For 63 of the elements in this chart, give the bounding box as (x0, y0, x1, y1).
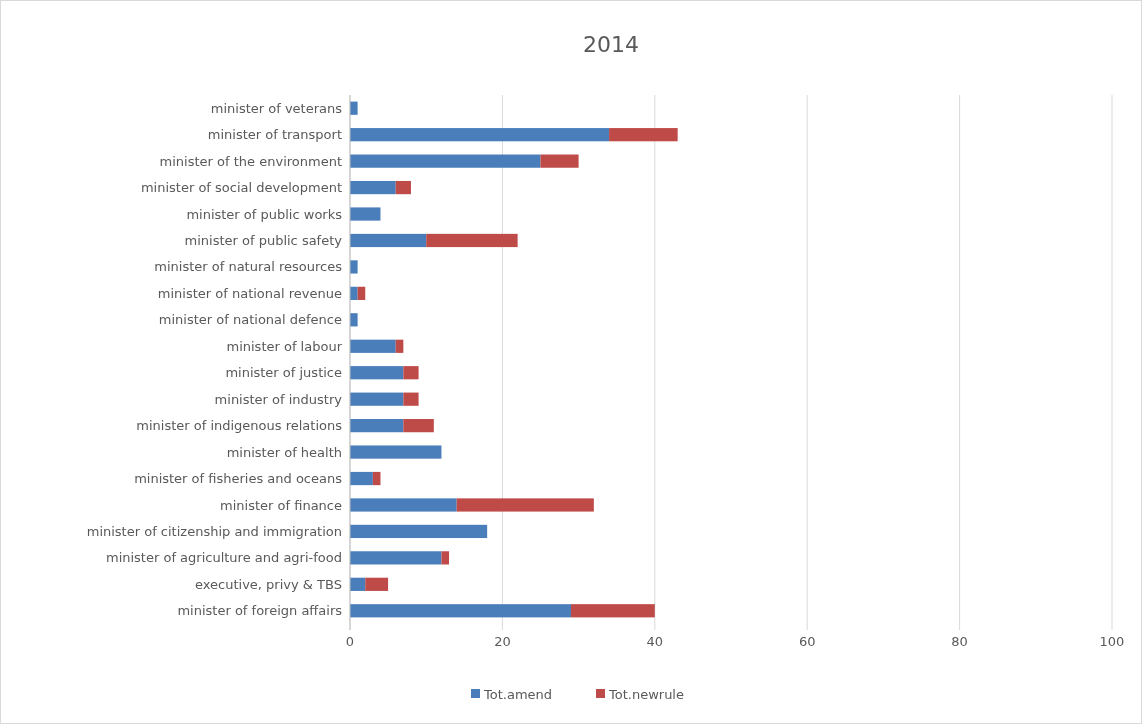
bar (350, 180, 396, 195)
y-tick-label: minister of veterans (210, 100, 343, 116)
bar (426, 233, 518, 248)
bar (365, 577, 389, 591)
bar (350, 498, 457, 512)
bar (350, 128, 610, 142)
y-tick-label: minister of agriculture and agri-food (105, 550, 342, 566)
bar (441, 551, 450, 565)
x-tick-label: 20 (494, 634, 511, 649)
bar (350, 471, 373, 486)
bar (540, 154, 579, 168)
bar (395, 180, 411, 195)
bar (350, 260, 358, 274)
bar (350, 551, 442, 565)
bar (357, 286, 366, 300)
bar (403, 392, 419, 406)
y-tick-label: minister of industry (214, 391, 343, 407)
bar (350, 233, 427, 248)
y-tick-label: minister of citizenship and immigration (86, 523, 342, 539)
y-tick-label: minister of public works (186, 206, 343, 222)
legend-label: Tot.newrule (608, 686, 684, 702)
bar (350, 313, 358, 327)
bar (456, 498, 594, 512)
x-tick-label: 60 (798, 634, 816, 649)
bar (350, 154, 541, 168)
bar (350, 419, 404, 433)
y-tick-label: minister of transport (207, 127, 342, 143)
bar (350, 286, 358, 300)
bar (350, 101, 358, 115)
x-tick-label: 40 (646, 634, 664, 649)
bar (350, 207, 381, 221)
y-tick-label: minister of foreign affairs (177, 603, 343, 619)
bar (403, 419, 434, 433)
bar (350, 577, 366, 591)
y-tick-label: executive, privy & TBS (195, 576, 342, 592)
y-tick-label: minister of national revenue (157, 285, 342, 301)
chart-title: 2014 (583, 32, 639, 57)
bar (570, 604, 655, 618)
y-tick-label: minister of justice (225, 365, 342, 381)
x-tick-label: 100 (1099, 634, 1125, 649)
y-tick-label: minister of finance (220, 497, 342, 513)
y-tick-label: minister of fisheries and oceans (134, 471, 343, 487)
bar (403, 366, 419, 380)
bar (350, 339, 396, 353)
y-tick-label: minister of natural resources (154, 259, 343, 275)
y-tick-label: minister of health (226, 444, 342, 460)
legend-label: Tot.amend (483, 686, 553, 702)
y-tick-label: minister of public safety (184, 233, 343, 249)
bar (350, 392, 404, 406)
bar (372, 471, 381, 486)
y-tick-label: minister of social development (140, 180, 342, 196)
x-tick-label: 80 (951, 634, 968, 649)
y-tick-label: minister of the environment (159, 153, 342, 169)
bar (350, 524, 488, 539)
bar (395, 339, 404, 353)
y-tick-label: minister of labour (226, 338, 343, 354)
y-tick-label: minister of national defence (158, 312, 342, 328)
bar (609, 128, 678, 142)
bar (350, 604, 571, 618)
bar (350, 445, 442, 459)
y-tick-label: minister of indigenous relations (136, 418, 343, 434)
x-tick-label: 0 (345, 634, 355, 649)
bar (350, 366, 404, 380)
